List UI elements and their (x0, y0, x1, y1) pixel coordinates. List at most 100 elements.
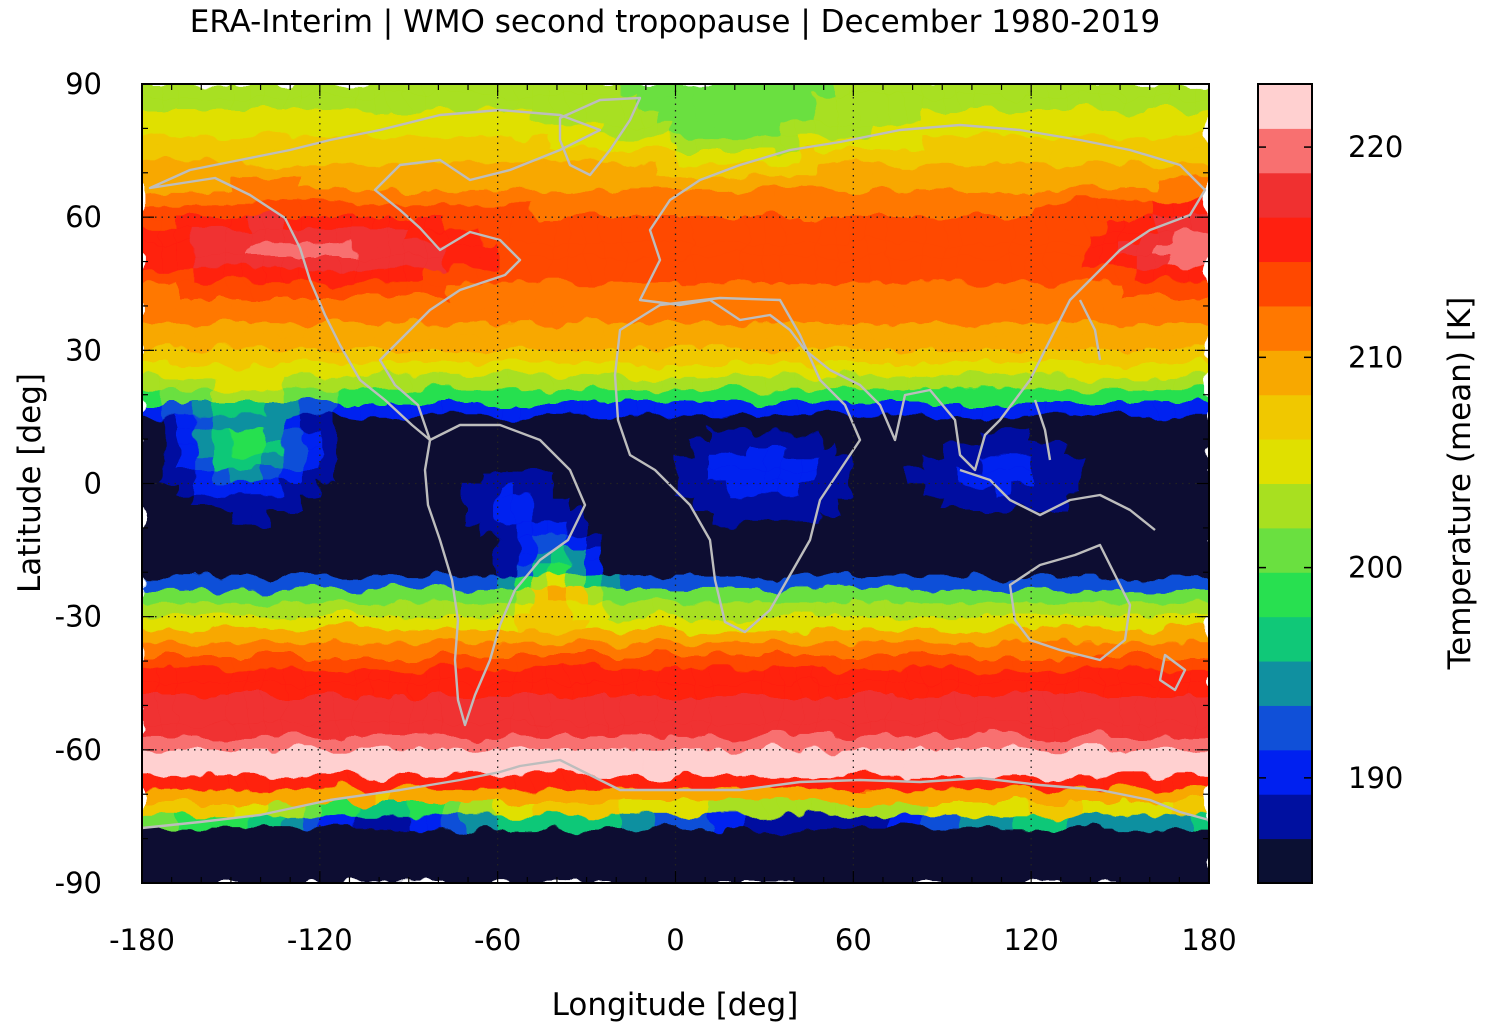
field-cell (550, 163, 570, 178)
field-cell (817, 562, 837, 578)
field-cell (657, 256, 677, 272)
field-cell (461, 855, 481, 871)
field-cell (497, 802, 517, 818)
field-cell (159, 203, 179, 218)
field-cell (479, 855, 499, 871)
field-cell (1066, 349, 1086, 365)
field-cell (870, 589, 890, 604)
field-cell (283, 336, 303, 351)
field-cell (550, 96, 570, 112)
field-cell (799, 110, 819, 125)
field-cell (176, 842, 196, 857)
field-cell (995, 84, 1014, 98)
field-cell (568, 536, 588, 551)
field-cell (763, 656, 783, 671)
field-cell (888, 709, 908, 724)
field-cell (941, 442, 961, 458)
field-cell (1083, 84, 1103, 98)
field-cell (265, 349, 285, 365)
field-cell (657, 536, 677, 551)
field-cell (1012, 296, 1032, 311)
field-cell (1101, 376, 1121, 391)
field-cell (674, 336, 694, 351)
field-cell (176, 216, 196, 232)
field-cell (212, 829, 232, 844)
field-cell (212, 309, 232, 325)
field-cell (674, 576, 694, 591)
field-cell (1119, 722, 1139, 738)
field-cell (497, 203, 517, 218)
field-cell (763, 469, 783, 485)
coastline-greenland (558, 96, 642, 177)
field-cell (1101, 389, 1121, 405)
field-cell (159, 762, 179, 778)
field-cell (1172, 296, 1192, 311)
field-cell (941, 775, 961, 791)
field-cell (1172, 96, 1192, 112)
field-cell (319, 469, 339, 485)
field-cell (319, 589, 339, 604)
coastline-north-america (148, 108, 602, 442)
field-cell (746, 283, 766, 298)
field-cell (995, 562, 1014, 578)
field-cell (425, 189, 445, 205)
field-cell (1190, 869, 1209, 883)
field-cell (692, 269, 712, 285)
field-cell (1083, 536, 1103, 551)
field-cell (657, 722, 677, 738)
field-cell (301, 189, 321, 205)
field-cell (834, 149, 854, 165)
field-cell (1190, 829, 1209, 844)
field-cell (372, 842, 392, 857)
field-cell (372, 869, 392, 883)
field-cell (212, 336, 232, 351)
field-cell (1119, 96, 1139, 112)
field-cell (834, 269, 854, 285)
field-cell (639, 110, 659, 125)
field-cell (176, 309, 196, 325)
field-cell (728, 855, 748, 871)
field-cell (1048, 616, 1068, 631)
field-cell (674, 762, 694, 778)
field-cell (639, 416, 659, 431)
field-cell (728, 309, 748, 325)
field-cell (923, 203, 943, 218)
field-cell (1172, 815, 1192, 831)
field-cell (1190, 509, 1209, 525)
field-cell (746, 429, 766, 445)
field-cell (995, 656, 1014, 671)
field-cell (1172, 496, 1192, 511)
field-cell (657, 576, 677, 591)
field-cell (301, 549, 321, 564)
field-cell (852, 456, 872, 471)
field-cell (319, 616, 339, 631)
field-cell (834, 509, 854, 525)
field-cell (1101, 456, 1121, 471)
field-cell (568, 682, 588, 698)
field-cell (390, 815, 410, 831)
field-cell (212, 229, 232, 245)
field-cell (390, 269, 410, 285)
field-cell (1012, 616, 1032, 631)
field-cell (514, 709, 534, 724)
field-cell (763, 855, 783, 871)
field-cell (621, 522, 641, 538)
field-cell (354, 562, 374, 578)
field-cell (977, 336, 997, 351)
field-cell (781, 176, 801, 192)
field-cell (372, 855, 392, 871)
field-cell (1119, 84, 1139, 98)
field-cell (408, 522, 428, 538)
field-cell (870, 709, 890, 724)
field-cell (514, 442, 534, 458)
field-cell (479, 722, 499, 738)
field-cell (870, 509, 890, 525)
field-cell (781, 802, 801, 818)
field-cell (142, 682, 161, 698)
field-cell (1083, 802, 1103, 818)
field-cell (674, 349, 694, 365)
field-cell (1172, 576, 1192, 591)
field-cell (230, 576, 250, 591)
field-cell (212, 456, 232, 471)
field-cell (674, 509, 694, 525)
